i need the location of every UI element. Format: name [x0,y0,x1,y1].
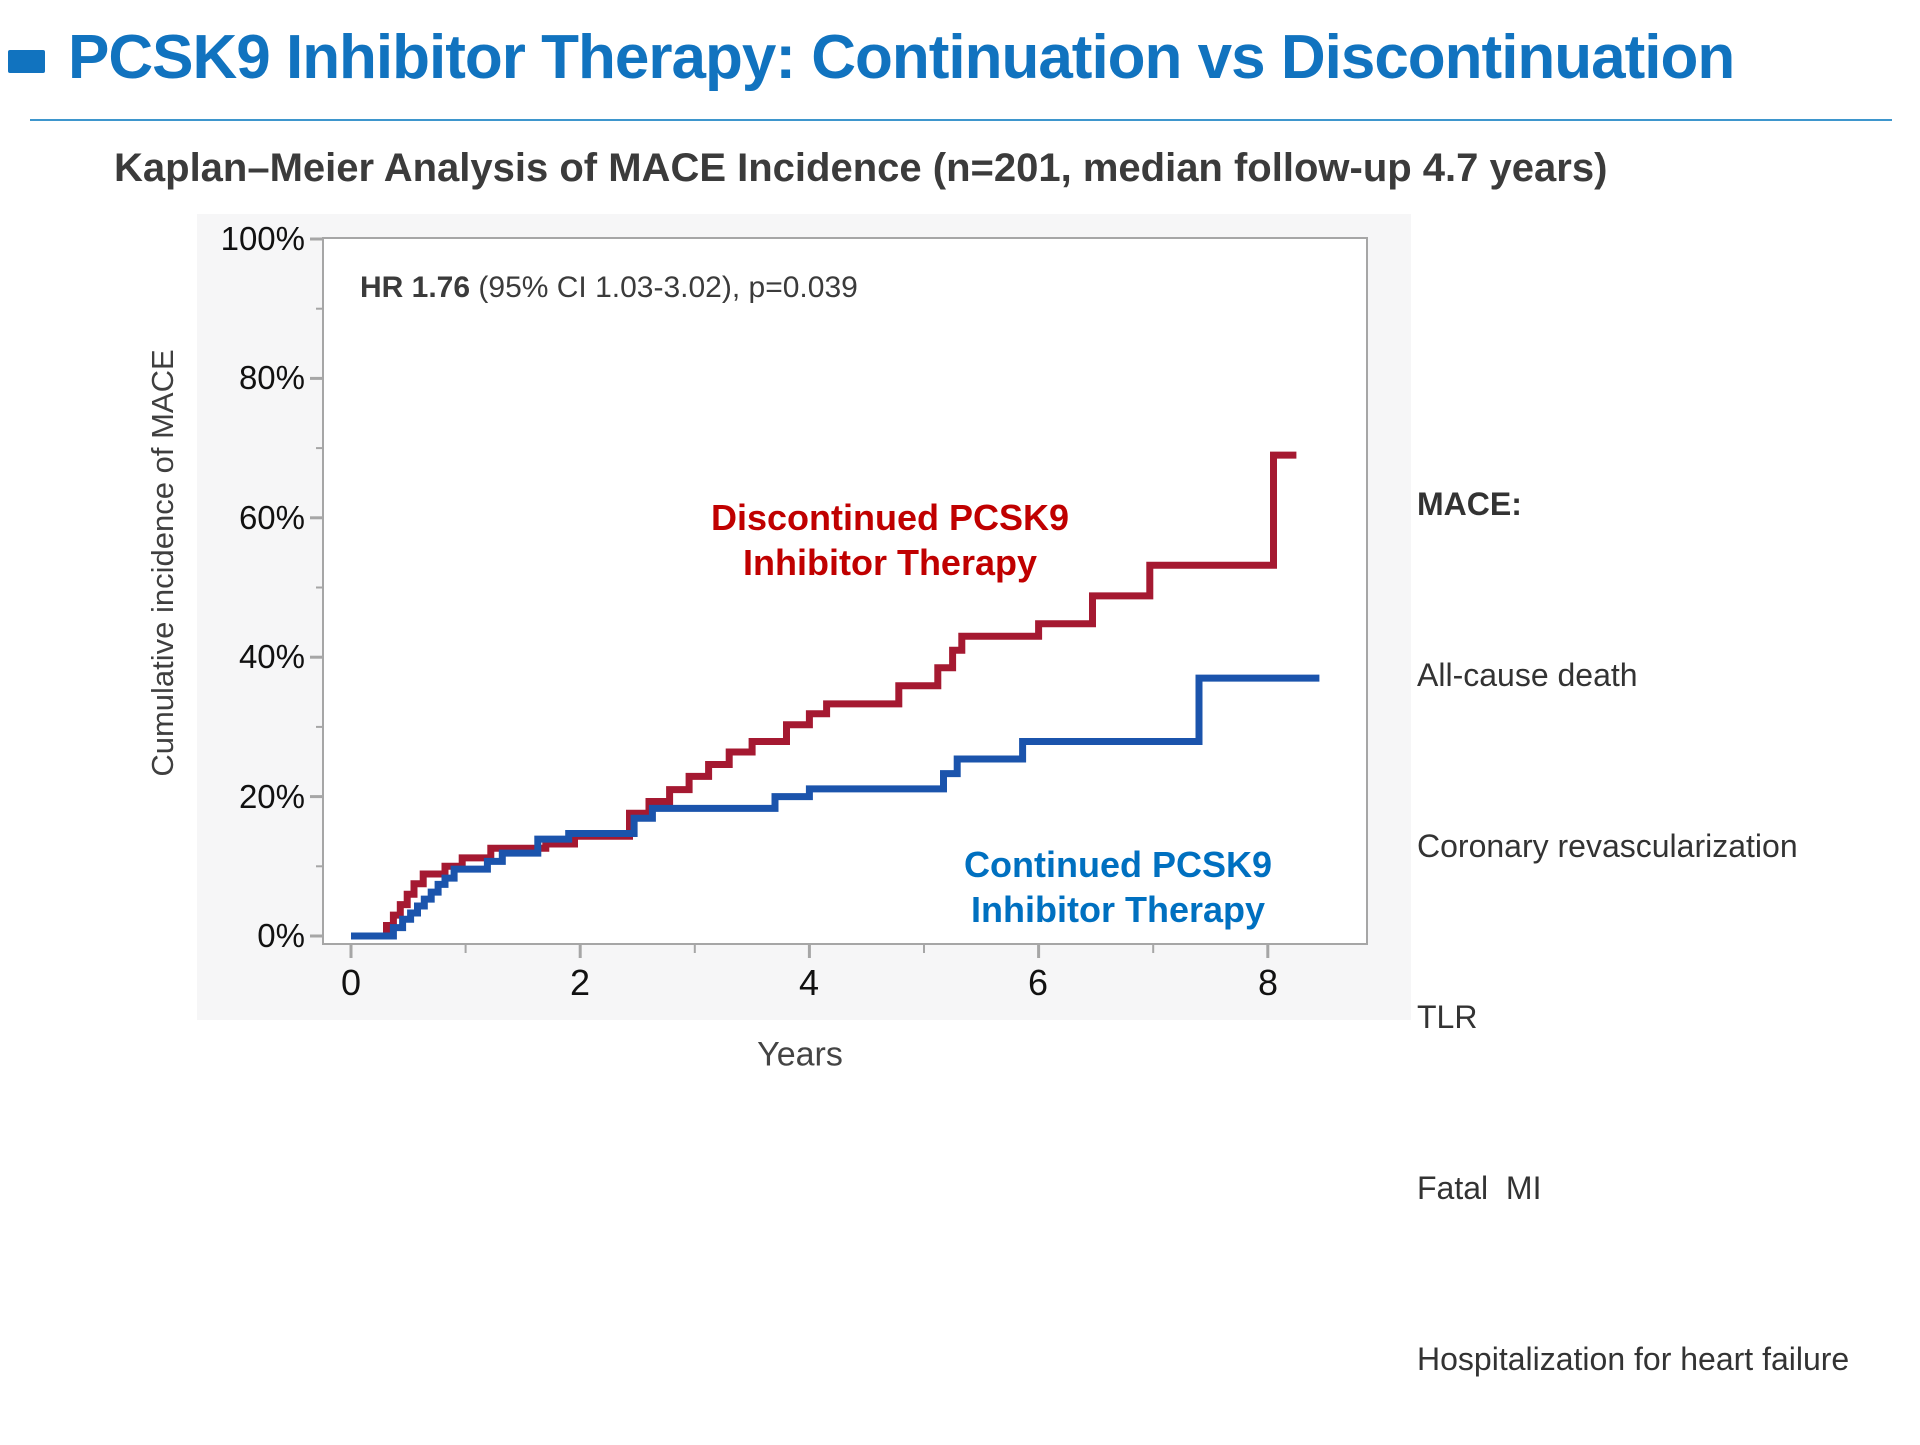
x-tick-6: 6 [1027,962,1049,1003]
page-title: PCSK9 Inhibitor Therapy: Continuation vs… [68,23,1735,92]
mace-item-hf-hospitalization: Hospitalization for heart failure [1417,1341,1850,1377]
x-tick-0: 0 [340,962,362,1003]
mace-item-all-cause-death: All-cause death [1417,657,1638,693]
title-accent-bar [8,50,45,73]
x-tick-4: 4 [798,962,820,1003]
y-tick-0: 0% [257,917,305,954]
hazard-ratio-ci: (95% CI 1.03-3.02), p=0.039 [470,271,858,304]
mace-definition-list: MACE: All-cause death Coronary revascula… [1417,362,1849,1445]
y-tick-60: 60% [238,499,305,536]
series-label-continued-line2: Inhibitor Therapy [970,889,1266,930]
mace-item-fatal-mi: Fatal MI [1417,1170,1542,1206]
series-label-discontinued-line2: Inhibitor Therapy [742,542,1037,583]
x-tick-8: 8 [1257,962,1279,1003]
km-chart-canvas [310,237,1368,958]
y-tick-100: 100% [220,220,305,257]
y-axis-title: Cumulative incidence of MACE [145,349,180,777]
mace-heading: MACE: [1417,486,1522,522]
x-axis-title: Years [757,1035,843,1074]
x-tick-2: 2 [569,962,591,1003]
mace-item-tlr: TLR [1417,999,1478,1035]
series-label-discontinued: Discontinued PCSK9 Inhibitor Therapy [711,495,1069,585]
km-curve-discontinued [351,451,1297,940]
km-curve-continued [351,674,1320,940]
y-tick-20: 20% [238,778,305,815]
hazard-ratio-value: HR 1.76 [360,271,471,304]
hazard-ratio-annotation: HR 1.76 (95% CI 1.03-3.02), p=0.039 [360,271,858,305]
chart-title: Kaplan–Meier Analysis of MACE Incidence … [114,146,1608,190]
y-tick-40: 40% [238,638,305,675]
mace-item-coronary-revasc: Coronary revascularization [1417,828,1798,864]
title-divider [30,119,1892,121]
series-label-continued: Continued PCSK9 Inhibitor Therapy [964,842,1272,932]
km-chart-panel [197,214,1411,1020]
series-label-discontinued-line1: Discontinued PCSK9 [710,497,1070,538]
series-label-continued-line1: Continued PCSK9 [963,844,1273,885]
y-tick-80: 80% [238,359,305,396]
